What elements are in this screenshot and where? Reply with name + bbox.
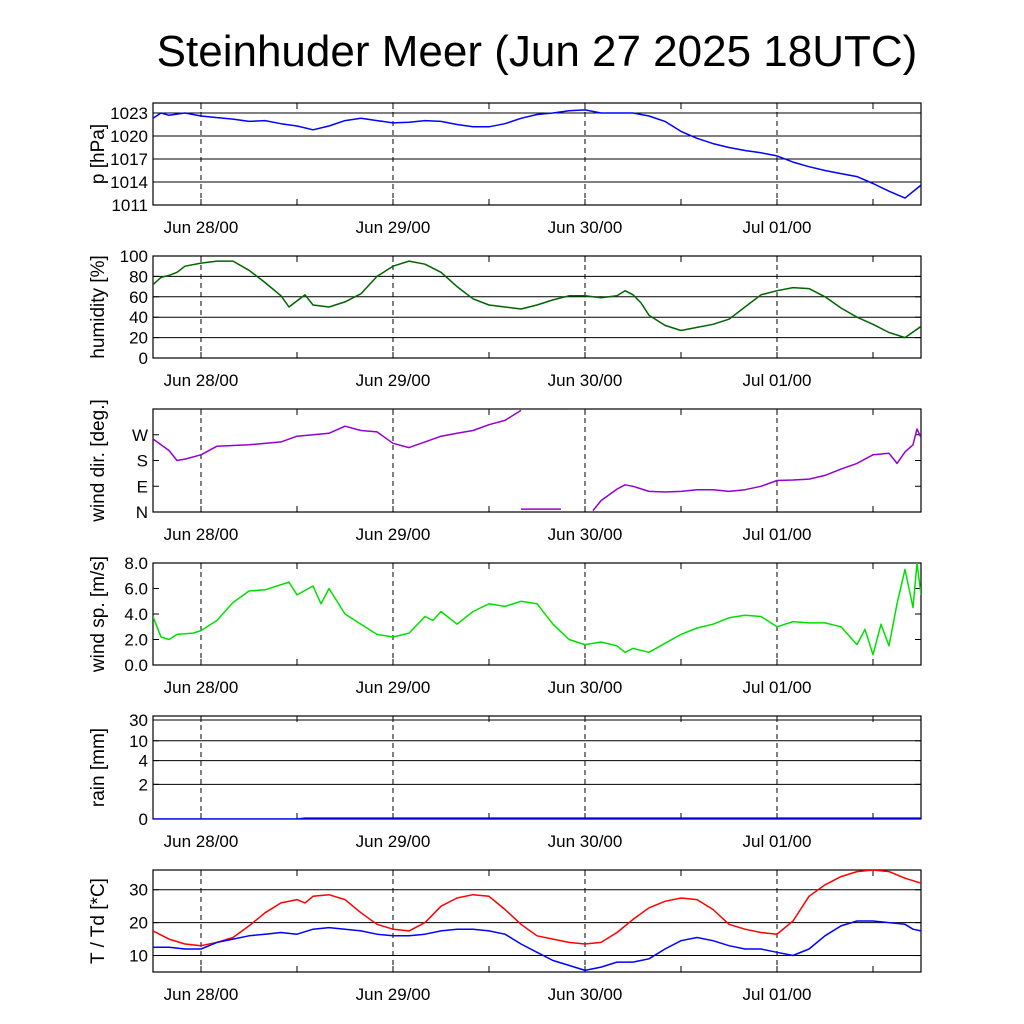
x-tick-label: Jun 29/00	[356, 525, 431, 544]
series-line-humidity	[153, 260, 921, 339]
y-tick-label: 0.0	[124, 656, 148, 675]
x-tick-label: Jun 28/00	[164, 371, 239, 390]
y-axis-label: wind dir. [deg.]	[88, 399, 109, 523]
x-tick-label: Jul 01/00	[743, 678, 812, 697]
y-tick-label: 0	[139, 810, 148, 829]
x-tick-label: Jul 01/00	[743, 218, 812, 237]
y-tick-label: 8.0	[124, 554, 148, 573]
x-tick-label: Jul 01/00	[743, 832, 812, 851]
x-tick-label: Jun 28/00	[164, 218, 239, 237]
x-tick-label: Jun 30/00	[548, 218, 623, 237]
series-line-dewpoint	[153, 920, 921, 972]
x-tick-label: Jun 28/00	[164, 985, 239, 1004]
panel-frame	[152, 102, 922, 206]
y-tick-label: 100	[120, 247, 148, 266]
x-tick-label: Jun 28/00	[164, 832, 239, 851]
x-tick-label: Jul 01/00	[743, 371, 812, 390]
y-tick-label: 20	[129, 329, 148, 348]
x-tick-label: Jun 30/00	[548, 832, 623, 851]
x-tick-label: Jun 30/00	[548, 525, 623, 544]
y-axis-label: p [hPa]	[88, 124, 109, 184]
y-tick-label: 6.0	[124, 580, 148, 599]
y-tick-label: 1011	[111, 196, 148, 215]
y-tick-label: 1014	[110, 173, 148, 192]
y-tick-label: 2	[139, 775, 148, 794]
series-line-temperature	[153, 870, 921, 947]
y-tick-label: 20	[129, 914, 148, 933]
y-tick-label: 80	[129, 267, 148, 286]
panel-frame	[152, 255, 922, 359]
y-axis-label: rain [mm]	[88, 728, 109, 807]
x-tick-label: Jun 29/00	[356, 985, 431, 1004]
y-axis-label: humidity [%]	[88, 255, 109, 358]
panel-4: 0 2 410 30 Jun 28/00 Jun 29/00 Jun 30/00 Jul 01…	[88, 711, 922, 851]
x-tick-label: Jun 29/00	[356, 832, 431, 851]
series-line-wind_speed	[153, 563, 921, 656]
y-tick-label: 30	[129, 881, 148, 900]
y-tick-label: 1023	[110, 104, 148, 123]
y-tick-label: 0	[139, 349, 148, 368]
panel-0: 1011 1014 1017 1020 1023 Jun 28/00 Jun 29/00 Ju…	[88, 102, 922, 237]
x-tick-label: Jun 29/00	[356, 371, 431, 390]
y-tick-label: 10	[129, 947, 148, 966]
y-axis-label: T / Td [*C]	[88, 878, 109, 964]
x-tick-label: Jun 28/00	[164, 678, 239, 697]
y-tick-label: 4.0	[124, 605, 148, 624]
panel-frame	[152, 408, 922, 513]
y-tick-label: E	[137, 477, 148, 496]
y-tick-label: W	[132, 426, 148, 445]
x-tick-label: Jun 29/00	[356, 678, 431, 697]
x-tick-label: Jun 29/00	[356, 218, 431, 237]
y-tick-label: N	[136, 503, 148, 522]
x-tick-label: Jun 30/00	[548, 985, 623, 1004]
series-line-wind_dir	[153, 409, 921, 512]
chart-title: Steinhuder Meer (Jun 27 2025 18UTC)	[157, 27, 918, 76]
y-tick-label: 1020	[110, 127, 148, 146]
y-tick-label: S	[137, 452, 148, 471]
x-tick-label: Jun 30/00	[548, 371, 623, 390]
y-tick-label: 10	[129, 732, 148, 751]
series-line-rain	[153, 817, 921, 819]
panel-5: 10 20 30 Jun 28/00 Jun 29/00 Jun 30/00 Jul 01/…	[88, 869, 922, 1004]
y-axis-label: wind sp. [m/s]	[88, 556, 109, 673]
series-line-pressure	[153, 109, 921, 199]
panel-3: 0.0 2.0 4.0 6.0 8.0 Jun 28/00 Jun 29/00 Jun 30/…	[88, 554, 922, 697]
panel-frame	[152, 869, 922, 973]
x-tick-label: Jul 01/00	[743, 525, 812, 544]
x-tick-label: Jun 28/00	[164, 525, 239, 544]
panel-frame	[152, 562, 922, 666]
y-tick-label: 1017	[110, 150, 148, 169]
y-tick-label: 30	[129, 711, 148, 730]
y-tick-label: 2.0	[124, 631, 148, 650]
panel-frame	[152, 715, 922, 820]
x-tick-label: Jul 01/00	[743, 985, 812, 1004]
y-tick-label: 4	[139, 752, 148, 771]
y-tick-label: 60	[129, 288, 148, 307]
x-tick-label: Jun 30/00	[548, 678, 623, 697]
y-tick-label: 40	[129, 308, 148, 327]
